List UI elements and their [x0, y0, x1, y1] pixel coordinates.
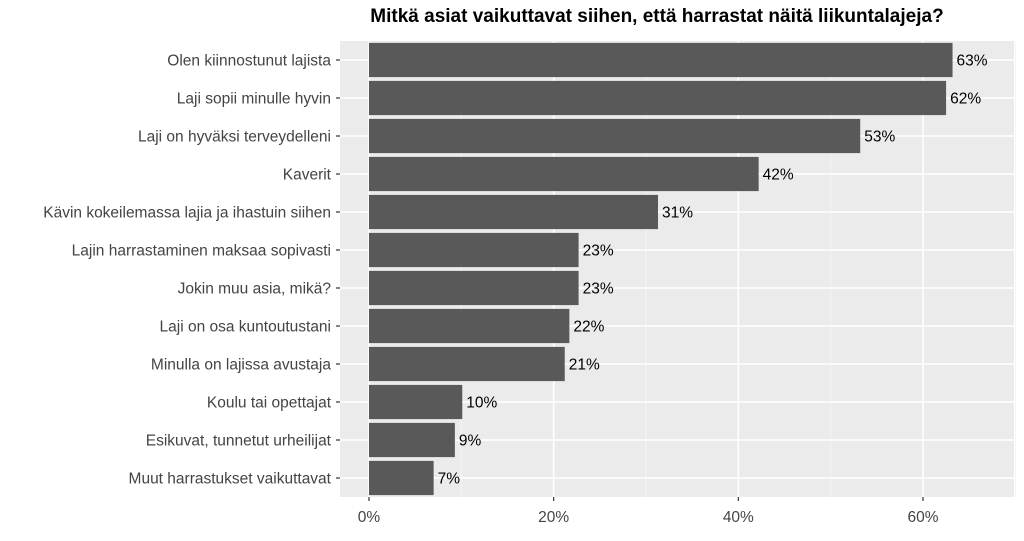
data-label: 31%	[662, 205, 693, 222]
x-tick-label: 60%	[907, 509, 938, 526]
data-label: 23%	[583, 243, 614, 260]
x-tick-label: 20%	[538, 509, 569, 526]
category-label: Kaverit	[283, 167, 332, 184]
category-label: Laji on hyväksi terveydelleni	[138, 129, 331, 146]
data-label: 21%	[569, 357, 600, 374]
data-label: 53%	[864, 129, 895, 146]
category-label: Muut harrastukset vaikuttavat	[129, 471, 332, 488]
data-label: 22%	[573, 319, 604, 336]
category-label: Esikuvat, tunnetut urheilijat	[146, 433, 332, 450]
data-label: 10%	[466, 395, 497, 412]
bar	[369, 42, 953, 78]
bar	[369, 80, 947, 116]
category-label: Olen kiinnostunut lajista	[167, 53, 331, 70]
bar	[369, 346, 565, 382]
bar	[369, 270, 579, 306]
category-label: Laji sopii minulle hyvin	[177, 91, 331, 108]
chart-title: Mitkä asiat vaikuttavat siihen, että har…	[370, 6, 944, 27]
category-label: Minulla on lajissa avustaja	[151, 357, 331, 374]
x-tick-label: 40%	[723, 509, 754, 526]
bar	[369, 308, 570, 344]
bar	[369, 232, 579, 268]
data-label: 7%	[438, 471, 461, 488]
category-label: Lajin harrastaminen maksaa sopivasti	[72, 243, 331, 260]
data-label: 42%	[763, 167, 794, 184]
data-label: 9%	[459, 433, 482, 450]
bar	[369, 156, 759, 192]
plot-panel	[340, 41, 1014, 497]
bar	[369, 118, 861, 154]
bar	[369, 460, 434, 496]
data-label: 63%	[957, 53, 988, 70]
category-label: Jokin muu asia, mikä?	[178, 281, 332, 298]
bar	[369, 194, 659, 230]
category-label: Koulu tai opettajat	[207, 395, 332, 412]
data-label: 23%	[583, 281, 614, 298]
category-label: Kävin kokeilemassa lajia ja ihastuin sii…	[43, 205, 331, 222]
x-tick-label: 0%	[358, 509, 381, 526]
data-label: 62%	[950, 91, 981, 108]
bar	[369, 422, 455, 458]
category-label: Laji on osa kuntoutustani	[160, 319, 331, 336]
bar	[369, 384, 463, 420]
